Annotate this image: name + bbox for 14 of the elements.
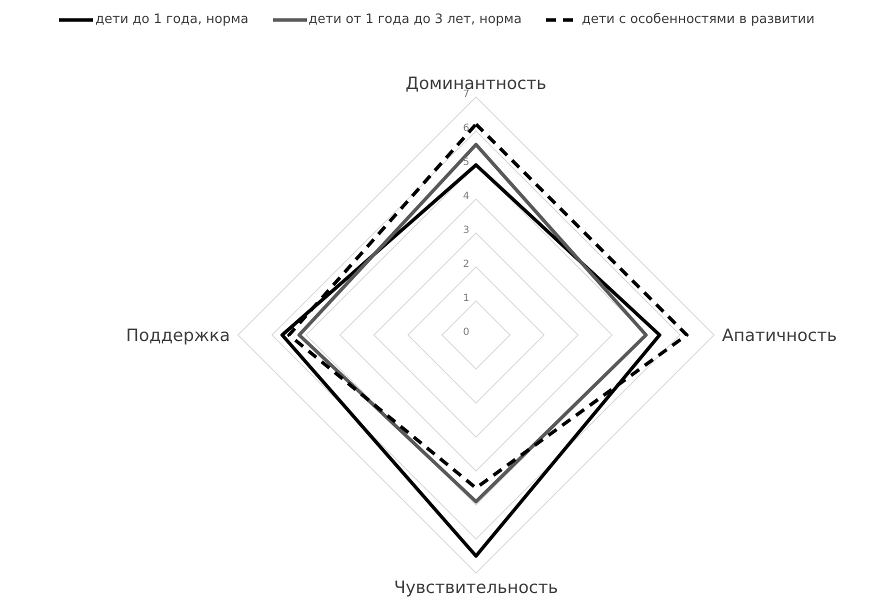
legend-label: дети до 1 года, норма [95, 12, 249, 27]
y-tick-label: 3 [463, 225, 470, 236]
y-tick-label: 4 [463, 191, 470, 202]
legend-label: дети от 1 года до 3 лет, норма [308, 12, 522, 27]
y-tick-label: 1 [463, 293, 470, 304]
spoke-label: Апатичность [722, 326, 837, 346]
legend-label: дети с особенностями в развитии [582, 12, 815, 27]
y-tick-label: 2 [463, 259, 470, 270]
y-tick-label: 6 [463, 123, 470, 134]
y-tick-label: 0 [463, 327, 470, 338]
spoke-label: Чувствительность [394, 578, 558, 598]
y-tick-label: 5 [463, 157, 470, 168]
spoke-label: Поддержка [126, 326, 230, 346]
y-tick-label: 7 [463, 89, 470, 100]
